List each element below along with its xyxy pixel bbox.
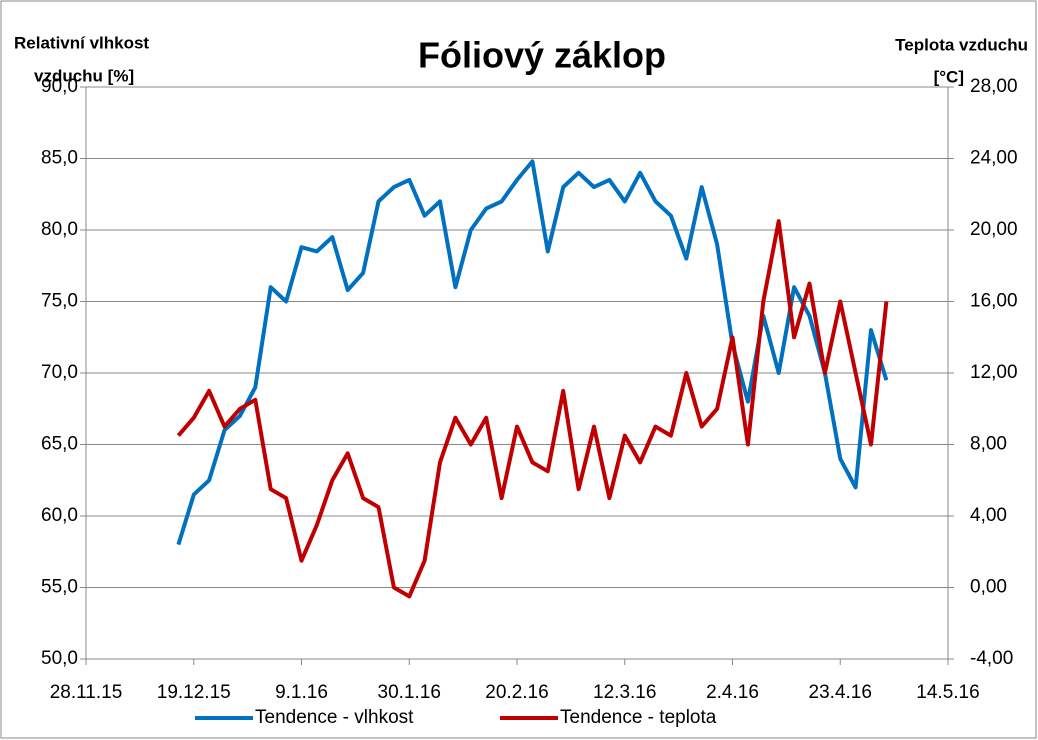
y-tick-label: 70,0: [41, 362, 78, 383]
y-tick-label: 75,0: [41, 291, 78, 312]
y-tick-label: 65,0: [41, 434, 78, 455]
y-tick-label: 85,0: [41, 148, 78, 169]
y2-tick-label: 12,00: [970, 362, 1018, 383]
y2-tick-label: 8,00: [970, 434, 1007, 455]
line-series: [176, 219, 889, 599]
y2-tick-label: 4,00: [970, 505, 1007, 526]
x-tick-label: 23.4.16: [809, 682, 872, 703]
y2-tick-label: 24,00: [970, 148, 1018, 169]
x-tick-label: 14.5.16: [916, 682, 979, 703]
y2-tick-label: 16,00: [970, 291, 1018, 312]
y2-axis-title: [°C]: [934, 67, 964, 86]
y-axis-title: vzduchu [%]: [34, 66, 134, 85]
y2-tick-label: 28,00: [970, 76, 1018, 97]
x-tick-label: 20.2.16: [485, 682, 548, 703]
x-tick-label: 12.3.16: [593, 682, 656, 703]
y2-tick-label: -4,00: [970, 648, 1013, 669]
y2-tick-label: 0,00: [970, 577, 1007, 598]
y2-tick-label: 20,00: [970, 219, 1018, 240]
x-tick-label: 2.4.16: [706, 682, 759, 703]
x-tick-label: 28.11.15: [50, 682, 123, 703]
legend-label: Tendence - teplota: [560, 707, 717, 728]
y-tick-label: 50,0: [41, 648, 78, 669]
chart-title: Fóliový záklop: [418, 35, 666, 76]
y-tick-label: 55,0: [41, 577, 78, 598]
x-tick-label: 9.1.16: [275, 682, 328, 703]
x-tick-label: 19.12.15: [157, 682, 231, 703]
y-tick-label: 80,0: [41, 219, 78, 240]
y-tick-label: 90,0: [41, 76, 78, 97]
y-axis-title: Relativní vlhkost: [14, 33, 149, 52]
y-tick-label: 60,0: [41, 505, 78, 526]
legend-label: Tendence - vlhkost: [255, 707, 414, 728]
y2-axis-title: Teplota vzduchu: [895, 35, 1028, 54]
line-series: [176, 159, 889, 546]
x-tick-label: 30.1.16: [378, 682, 441, 703]
